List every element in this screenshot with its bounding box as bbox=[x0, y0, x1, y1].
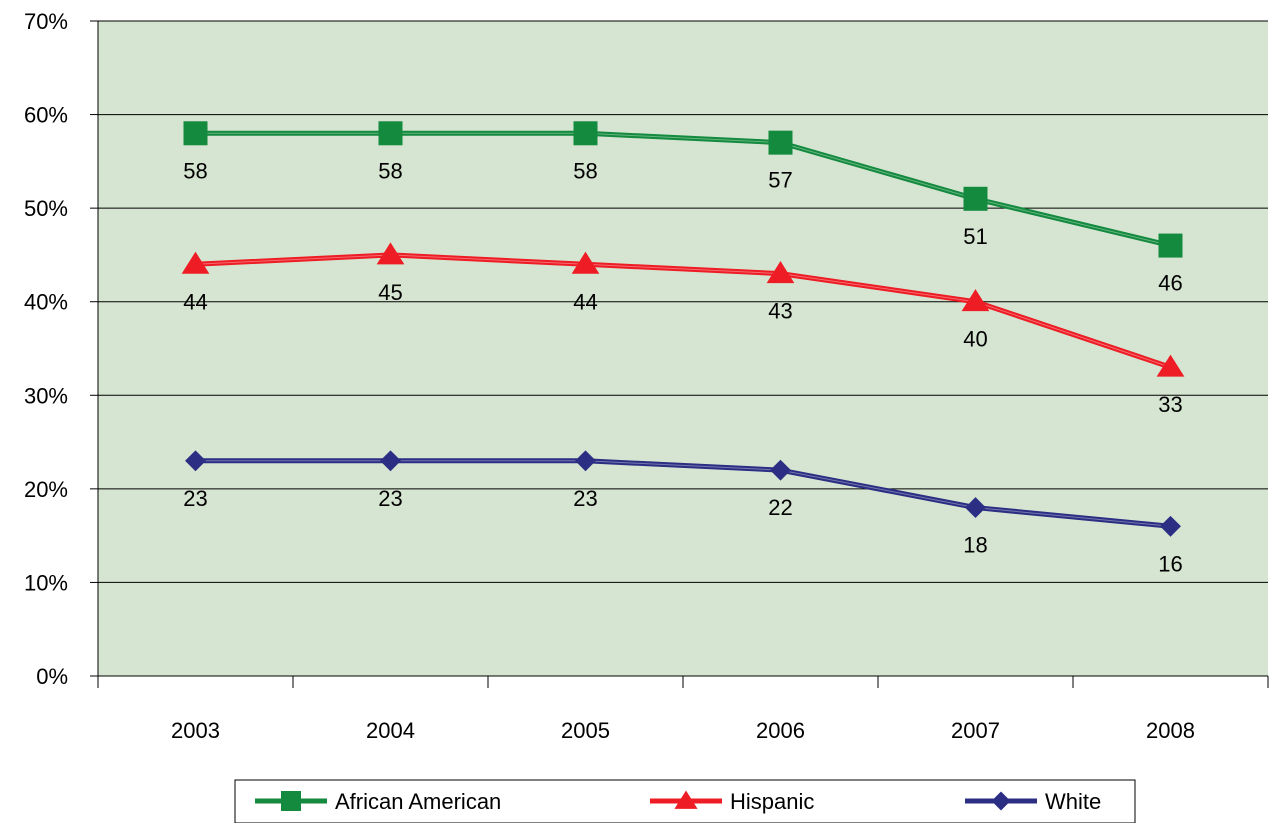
series-african-american bbox=[183, 121, 1183, 258]
plot-area bbox=[98, 21, 1268, 676]
data-point bbox=[963, 186, 988, 211]
legend-label: White bbox=[1045, 789, 1101, 814]
data-label: 51 bbox=[963, 224, 987, 249]
data-point bbox=[674, 790, 698, 809]
data-label: 23 bbox=[573, 486, 597, 511]
legend-item: White bbox=[965, 789, 1101, 814]
y-tick-label: 10% bbox=[24, 570, 68, 595]
data-label: 16 bbox=[1158, 551, 1182, 576]
y-tick-label: 60% bbox=[24, 103, 68, 128]
data-point bbox=[573, 121, 598, 146]
data-point bbox=[1160, 515, 1181, 537]
gridlines bbox=[98, 20, 1268, 583]
data-label: 58 bbox=[378, 158, 402, 183]
data-point bbox=[185, 450, 206, 472]
y-tick-label: 40% bbox=[24, 290, 68, 315]
series-line bbox=[195, 252, 1172, 370]
data-label: 18 bbox=[963, 533, 987, 558]
series-white bbox=[185, 450, 1181, 537]
axes: 0% 10% 20% 30% 40% 50% 60% 70% 2003 2004 2005 2006 2… bbox=[24, 9, 1269, 743]
data-point bbox=[1158, 233, 1183, 258]
data-point bbox=[380, 450, 401, 472]
data-point bbox=[281, 791, 301, 811]
legend: African American Hispanic White bbox=[234, 779, 1136, 823]
y-tick-label: 30% bbox=[24, 383, 68, 408]
data-point bbox=[378, 121, 403, 146]
data-label: 45 bbox=[378, 280, 402, 305]
x-tick-label: 2003 bbox=[171, 718, 220, 743]
data-labels: 58 58 58 57 51 46 44 45 44 43 40 33 23 23 23 22 18 16 bbox=[183, 158, 1182, 576]
data-label: 58 bbox=[183, 158, 207, 183]
x-tick-label: 2008 bbox=[1146, 718, 1195, 743]
y-tick-label: 50% bbox=[24, 196, 68, 221]
series-line bbox=[195, 458, 1171, 529]
data-label: 23 bbox=[183, 486, 207, 511]
legend-item: African American bbox=[255, 789, 501, 814]
y-tick-label: 0% bbox=[36, 664, 68, 689]
data-label: 40 bbox=[963, 327, 987, 352]
data-label: 58 bbox=[573, 158, 597, 183]
data-label: 23 bbox=[378, 486, 402, 511]
legend-item: Hispanic bbox=[650, 789, 814, 814]
data-point bbox=[766, 261, 795, 284]
data-point bbox=[1156, 354, 1185, 377]
data-label: 43 bbox=[768, 299, 792, 324]
data-point bbox=[961, 289, 990, 312]
series bbox=[181, 121, 1185, 537]
data-point bbox=[376, 242, 405, 265]
data-point bbox=[571, 251, 600, 274]
data-point bbox=[575, 450, 596, 472]
data-label: 46 bbox=[1158, 271, 1182, 296]
data-point bbox=[965, 497, 986, 519]
legend-box: African American Hispanic White bbox=[234, 779, 1136, 823]
series-line-highlight bbox=[195, 460, 1171, 527]
x-tick-label: 2004 bbox=[366, 718, 415, 743]
data-label: 44 bbox=[183, 289, 207, 314]
series-line bbox=[195, 130, 1172, 249]
y-tick-label: 70% bbox=[24, 9, 68, 34]
series-line-highlight bbox=[195, 132, 1171, 247]
series-line-highlight bbox=[195, 254, 1171, 368]
x-tick-label: 2005 bbox=[561, 718, 610, 743]
data-point bbox=[991, 791, 1011, 811]
legend-label: African American bbox=[335, 789, 501, 814]
data-point bbox=[183, 121, 208, 146]
data-point bbox=[181, 251, 210, 274]
x-tick-label: 2006 bbox=[756, 718, 805, 743]
x-tick-label: 2007 bbox=[951, 718, 1000, 743]
data-point bbox=[768, 130, 793, 155]
series-hispanic bbox=[181, 242, 1185, 377]
y-tick-label: 20% bbox=[24, 477, 68, 502]
data-label: 44 bbox=[573, 289, 597, 314]
data-label: 33 bbox=[1158, 392, 1182, 417]
data-label: 57 bbox=[768, 168, 792, 193]
data-point bbox=[770, 459, 791, 481]
data-label: 22 bbox=[768, 495, 792, 520]
legend-label: Hispanic bbox=[730, 789, 814, 814]
